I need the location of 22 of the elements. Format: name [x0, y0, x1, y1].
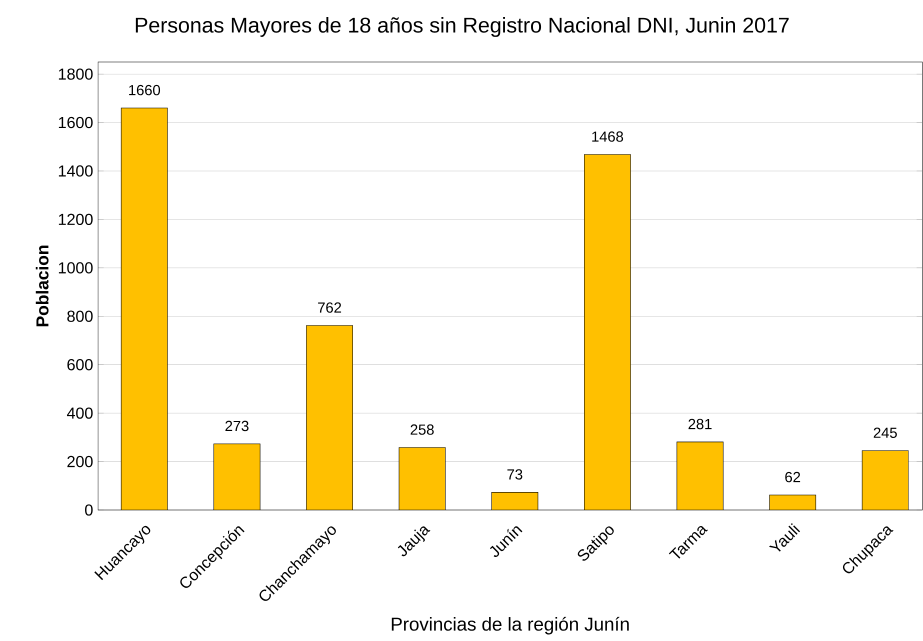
- data-label: 281: [688, 418, 712, 430]
- y-tick-label: 600: [67, 359, 93, 370]
- data-label: 258: [410, 424, 434, 435]
- y-tick-label: 400: [66, 407, 93, 419]
- y-tick-label: 1400: [58, 165, 93, 177]
- y-tick-label: 1800: [58, 68, 93, 80]
- y-tick-label: 1600: [58, 116, 93, 128]
- data-label: 762: [318, 302, 342, 313]
- data-label: 245: [874, 428, 897, 438]
- y-tick-label: 800: [67, 310, 93, 322]
- y-tick-label: 0: [85, 504, 93, 516]
- y-tick-label: 200: [67, 456, 93, 468]
- y-tick-label: 1200: [58, 214, 93, 226]
- y-axis-title: Poblacion: [36, 246, 49, 326]
- data-label: 1468: [592, 131, 624, 142]
- data-label: 73: [507, 469, 522, 480]
- chart-title: Personas Mayores de 18 años sin Registro Nacional DNI, Junin 2017: [136, 17, 789, 37]
- data-label: 273: [225, 420, 249, 432]
- y-tick-label: 1000: [58, 262, 93, 274]
- data-label: 62: [785, 472, 800, 482]
- x-axis-title: Provincias de la región Junín: [392, 616, 629, 634]
- data-label: 1660: [129, 84, 160, 96]
